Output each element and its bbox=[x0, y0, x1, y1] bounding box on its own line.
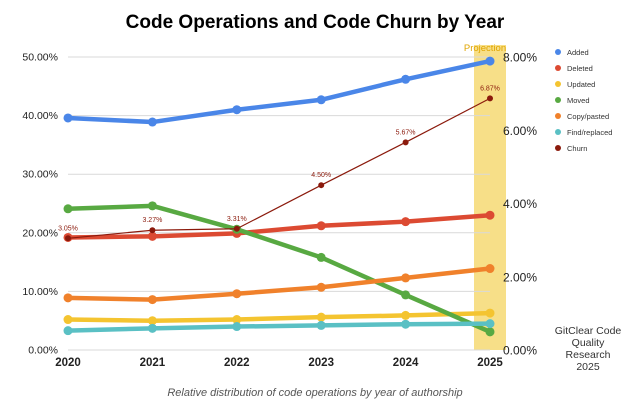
x-tick-label: 2025 bbox=[477, 357, 503, 369]
data-point bbox=[401, 290, 411, 300]
series-line-deleted bbox=[65, 212, 493, 240]
data-point bbox=[487, 95, 493, 102]
legend-marker bbox=[555, 65, 561, 71]
projection-label: Projection bbox=[464, 43, 506, 54]
data-point bbox=[485, 210, 495, 220]
churn-data-label: 3.27% bbox=[142, 217, 162, 224]
left-tick-label: 0.00% bbox=[28, 345, 58, 357]
data-point bbox=[402, 139, 409, 146]
left-tick-label: 40.00% bbox=[22, 110, 58, 122]
left-tick-label: 20.00% bbox=[22, 227, 58, 239]
data-point bbox=[401, 217, 411, 227]
credit-line: Research bbox=[565, 349, 611, 361]
churn-labels: 3.05% 3.27% 3.31% 4.50% 5.67% 6.87% bbox=[58, 85, 500, 232]
series bbox=[63, 56, 495, 337]
legend-marker bbox=[555, 145, 561, 151]
data-point bbox=[63, 315, 73, 325]
legend-marker bbox=[555, 129, 561, 135]
right-tick-label: 4.00% bbox=[503, 197, 537, 211]
x-tick-label: 2022 bbox=[224, 357, 250, 369]
data-point bbox=[63, 204, 73, 214]
legend-marker bbox=[555, 81, 561, 87]
left-tick-label: 50.00% bbox=[22, 52, 58, 64]
credit-line: Quality bbox=[571, 337, 605, 349]
legend-marker bbox=[555, 113, 561, 119]
data-point bbox=[316, 282, 326, 292]
data-point bbox=[149, 227, 156, 234]
right-tick-label: 6.00% bbox=[503, 124, 537, 138]
data-point bbox=[63, 293, 73, 303]
credit-line: GitClear Code bbox=[554, 325, 622, 337]
projection-band: Projection bbox=[464, 43, 506, 350]
data-point bbox=[485, 56, 495, 66]
legend-label: Churn bbox=[567, 144, 587, 153]
churn-data-label: 5.67% bbox=[396, 129, 416, 136]
legend-label: Updated bbox=[567, 80, 595, 89]
series-line-churn bbox=[67, 97, 491, 239]
data-point bbox=[316, 95, 326, 105]
series-line-copy-pasted bbox=[65, 266, 493, 302]
data-point bbox=[232, 322, 242, 332]
data-point bbox=[147, 201, 157, 211]
left-tick-label: 10.00% bbox=[22, 286, 58, 298]
x-tick-label: 2023 bbox=[308, 357, 334, 369]
x-tick-label: 2020 bbox=[55, 357, 81, 369]
series-line-find-replaced bbox=[65, 321, 493, 333]
legend-label: Deleted bbox=[567, 64, 593, 73]
data-point bbox=[147, 231, 157, 241]
data-point bbox=[232, 105, 242, 115]
data-point bbox=[316, 320, 326, 330]
right-tick-label: 2.00% bbox=[503, 270, 537, 284]
legend-label: Find/replaced bbox=[567, 128, 612, 137]
data-point bbox=[401, 74, 411, 84]
x-tick-label: 2024 bbox=[393, 357, 419, 369]
churn-data-label: 6.87% bbox=[480, 85, 500, 92]
right-tick-label: 8.00% bbox=[503, 51, 537, 65]
data-point bbox=[316, 252, 326, 262]
right-tick-label: 0.00% bbox=[503, 344, 537, 358]
series-line-updated bbox=[65, 310, 493, 323]
data-point bbox=[401, 310, 411, 320]
data-point bbox=[63, 113, 73, 123]
legend-marker bbox=[555, 97, 561, 103]
data-point bbox=[147, 295, 157, 305]
series-line-moved bbox=[65, 203, 493, 335]
churn-data-label: 3.31% bbox=[227, 216, 247, 223]
left-tick-label: 30.00% bbox=[22, 169, 58, 181]
churn-data-label: 4.50% bbox=[311, 172, 331, 179]
data-point bbox=[401, 319, 411, 329]
data-point bbox=[318, 182, 325, 189]
data-point bbox=[485, 327, 495, 337]
data-point bbox=[485, 264, 495, 274]
data-point bbox=[485, 308, 495, 318]
data-point bbox=[316, 312, 326, 322]
data-point bbox=[232, 315, 242, 325]
legend-label: Moved bbox=[567, 96, 590, 105]
churn-data-label: 3.05% bbox=[58, 225, 78, 232]
chart-caption: Relative distribution of code operations… bbox=[167, 387, 463, 399]
data-point bbox=[232, 289, 242, 299]
data-point bbox=[65, 235, 71, 242]
data-point bbox=[401, 273, 411, 283]
x-tick-label: 2021 bbox=[140, 357, 166, 369]
chart-title: Code Operations and Code Churn by Year bbox=[125, 12, 505, 33]
data-point bbox=[147, 316, 157, 326]
data-point bbox=[233, 225, 240, 232]
series-line-added bbox=[65, 58, 493, 125]
axes: 0.00% 10.00% 20.00% 30.00% 40.00% 50.00% 0.00%… bbox=[22, 51, 537, 370]
legend: Added Deleted Updated Moved Copy/pasted Find/… bbox=[555, 48, 612, 153]
data-point bbox=[147, 117, 157, 127]
legend-label: Copy/pasted bbox=[567, 112, 609, 121]
data-point bbox=[63, 326, 73, 336]
legend-label: Added bbox=[567, 48, 589, 57]
credit-line: 2025 bbox=[576, 361, 600, 373]
legend-marker bbox=[555, 49, 561, 55]
credit-text: GitClear Code Quality Research 2025 bbox=[548, 325, 628, 373]
data-point bbox=[316, 221, 326, 231]
data-point bbox=[485, 319, 495, 329]
data-point bbox=[147, 323, 157, 333]
